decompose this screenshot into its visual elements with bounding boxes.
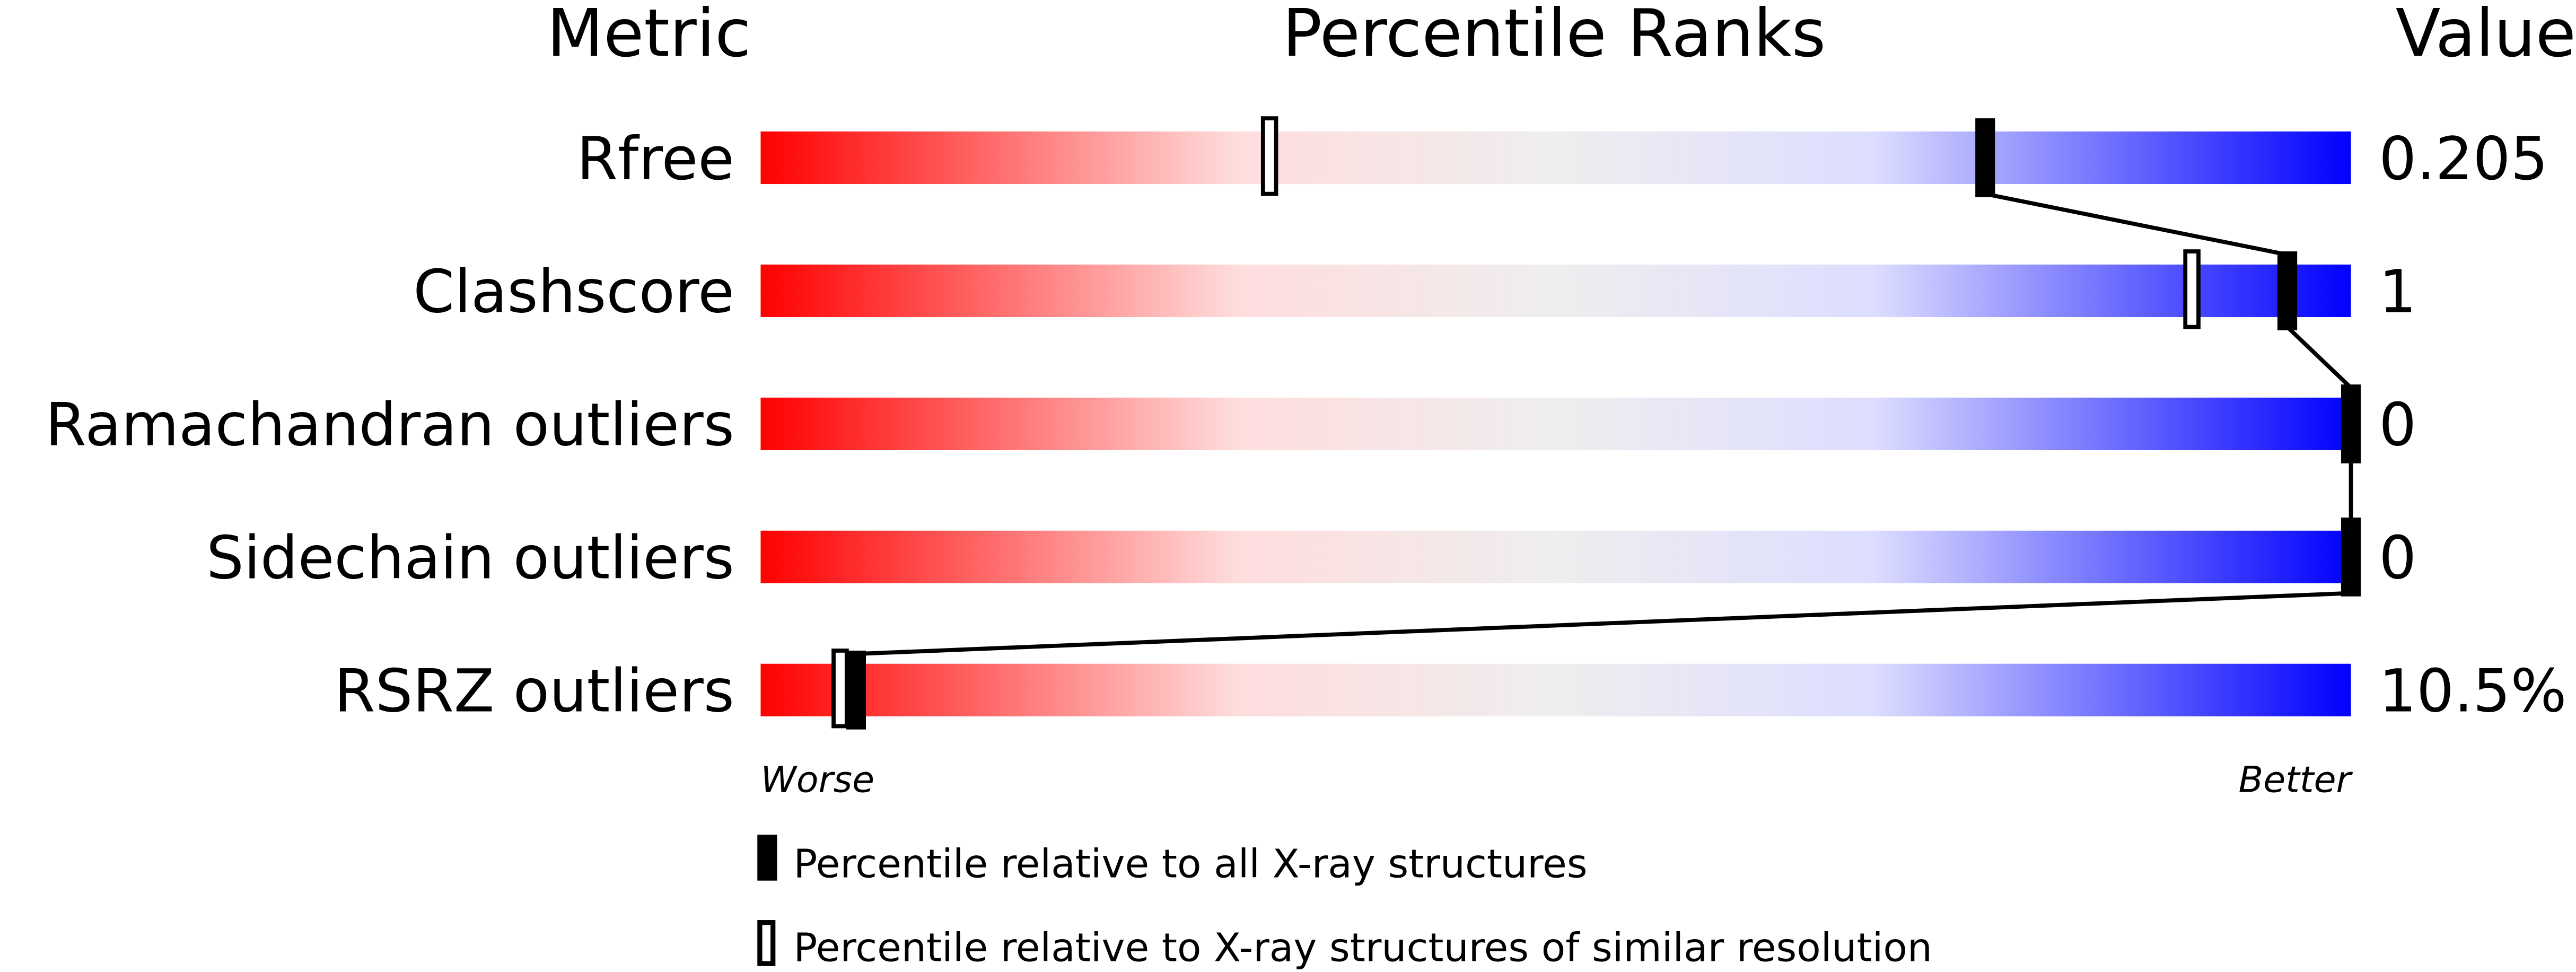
metric-label: Rfree (577, 125, 734, 194)
legend-filled-marker (757, 834, 777, 881)
metric-label: Clashscore (413, 258, 734, 327)
metric-value: 0 (2379, 391, 2416, 460)
all-structures-marker (1975, 118, 1995, 197)
all-structures-marker (2341, 384, 2361, 463)
legend-label-all: Percentile relative to all X-ray structu… (793, 840, 1587, 887)
metric-value: 0.205 (2379, 125, 2548, 194)
percentile-bar (760, 530, 2351, 583)
metric-label: RSRZ outliers (334, 657, 734, 726)
worse-label: Worse (760, 759, 874, 801)
all-structures-marker (2277, 251, 2298, 330)
connector-line (1984, 191, 2288, 257)
header-ranks: Percentile Ranks (1282, 0, 1826, 72)
legend-label-similar: Percentile relative to X-ray structures … (793, 925, 1932, 971)
header-value: Value (2396, 0, 2576, 72)
metric-label: Sidechain outliers (206, 524, 734, 593)
connector-line (2285, 325, 2353, 390)
header-metric: Metric (547, 0, 751, 72)
metric-label: Ramachandran outliers (45, 391, 734, 460)
metric-value: 10.5% (2379, 657, 2566, 726)
percentile-bar (760, 397, 2351, 450)
connector-line (856, 591, 2351, 656)
all-structures-marker (2341, 517, 2361, 597)
similar-resolution-marker (2183, 249, 2201, 329)
percentile-bar (760, 264, 2351, 318)
better-label: Better (2238, 759, 2353, 801)
percentile-bar (760, 663, 2351, 716)
similar-resolution-marker (1260, 116, 1278, 196)
metric-value: 1 (2379, 258, 2416, 327)
similar-resolution-marker (831, 649, 849, 729)
percentile-bar (760, 131, 2351, 185)
legend-open-marker (757, 920, 776, 966)
metric-value: 0 (2379, 524, 2416, 593)
all-structures-marker (846, 650, 866, 730)
